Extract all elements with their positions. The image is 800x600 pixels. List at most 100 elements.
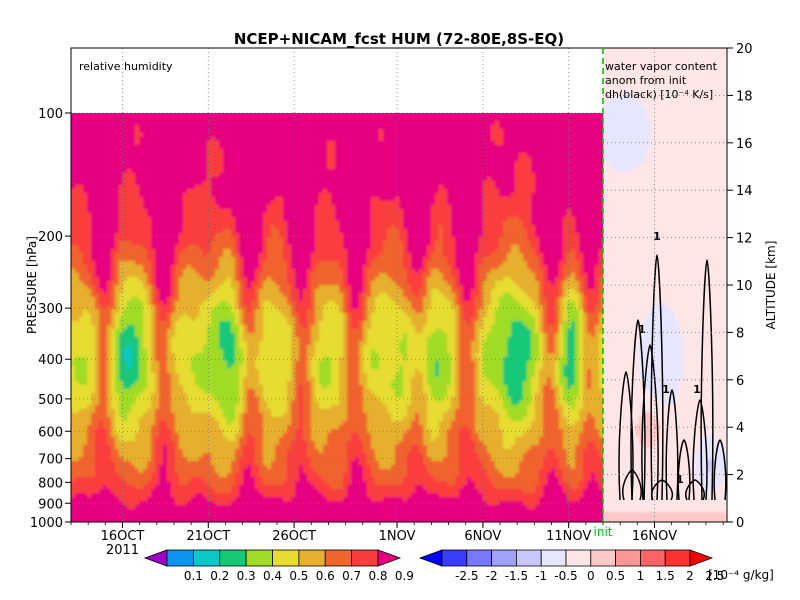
water-vapor-anomaly-field	[603, 48, 727, 522]
time-tick-label-0: 16OCT	[101, 529, 145, 544]
rh-colorbar: 0.1 0.2 0.3 0.4 0.5 0.6 0.7 0.8 0.9	[143, 549, 414, 583]
time-tick-label-4: 6NOV	[464, 529, 501, 544]
anomaly-colorbar-label-3: -1	[535, 569, 547, 583]
anomaly-colorbar-box-2	[491, 549, 517, 567]
anomaly-colorbar-box-4	[540, 549, 567, 567]
dh-contour-1	[630, 319, 646, 501]
pressure-tick-label-0: 100	[38, 107, 63, 122]
anomaly-colorbar-over	[689, 549, 714, 567]
dh-contour-label-2: 1	[662, 383, 670, 396]
anomaly-cells	[603, 48, 727, 522]
chart-title: NCEP+NICAM_fcst HUM (72-80E,8S-EQ)	[234, 30, 564, 48]
time-tick-label-1: 21OCT	[186, 529, 230, 544]
dh-contour-label-0: 1	[653, 230, 661, 243]
dh-contour-label-4: 1	[676, 473, 684, 486]
rh-colorbar-label-1: 0.2	[210, 569, 229, 583]
altitude-tick-label-2: 4	[736, 421, 744, 436]
time-tick-label-5: 11NOV	[546, 529, 591, 544]
rh-colorbar-label-6: 0.7	[342, 569, 361, 583]
pressure-tick-label-9: 1000	[30, 516, 63, 531]
rh-colorbar-box-2	[219, 549, 247, 567]
dh-contour-2	[641, 344, 659, 501]
dh-contour-10	[651, 479, 673, 501]
anomaly-colorbar-label-4: -0.5	[554, 569, 577, 583]
rh-colorbar-label-8: 0.9	[395, 569, 414, 583]
altitude-tick-label-1: 2	[736, 469, 744, 484]
rh-colorbar-box-0	[166, 549, 194, 567]
dh-contour-label-3: 1	[693, 383, 701, 396]
dh-contour-0	[618, 371, 634, 501]
rh-colorbar-over	[377, 549, 402, 567]
altitude-tick-label-7: 14	[736, 184, 753, 199]
anomaly-colorbar-unit: [10⁻⁴ g/kg]	[708, 568, 774, 582]
rh-colorbar-label-7: 0.8	[368, 569, 387, 583]
dh-contour-label-1: 1	[638, 323, 646, 336]
time-tick-label-2: 26OCT	[272, 529, 316, 544]
time-tick-label-6: 16NOV	[632, 529, 677, 544]
rh-colorbar-label-2: 0.3	[237, 569, 256, 583]
right-panel-label-line-0: water vapor content	[605, 60, 718, 73]
altitude-tick-label-8: 16	[736, 137, 753, 152]
rh-colorbar-label-3: 0.4	[263, 569, 282, 583]
anomaly-colorbar-label-2: -1.5	[505, 569, 528, 583]
rh-colorbar-label-4: 0.5	[289, 569, 308, 583]
anomaly-colorbar-box-5	[565, 549, 592, 567]
anomaly-colorbar-label-8: 1.5	[656, 569, 675, 583]
rh-cells	[71, 113, 603, 522]
pressure-tick-label-5: 600	[38, 425, 63, 440]
left-panel-label: relative humidity	[79, 60, 173, 73]
right-panel-label-line-1: anom from init	[605, 74, 687, 87]
anomaly-colorbar-under	[418, 549, 443, 567]
rh-colorbar-label-5: 0.6	[316, 569, 335, 583]
y-axis-right-label: ALTITUDE [km]	[764, 241, 778, 330]
pressure-tick-label-1: 200	[38, 230, 63, 245]
grid-lines	[71, 47, 727, 523]
anomaly-colorbar-label-10: 2.5	[705, 569, 724, 583]
dh-contour-7	[700, 259, 714, 501]
altitude-tick-label-9: 18	[736, 89, 753, 104]
y-axis-label: PRESSURE [hPa]	[25, 236, 39, 334]
dh-contour-4	[665, 389, 679, 501]
dh-contour-5	[677, 439, 691, 501]
init-label: init	[594, 525, 613, 539]
altitude-tick-label-3: 6	[736, 374, 744, 389]
rh-colorbar-box-3	[245, 549, 273, 567]
dh-contour-8	[713, 439, 727, 501]
altitude-tick-label-5: 10	[736, 279, 753, 294]
anomaly-colorbar-box-7	[615, 549, 641, 567]
pressure-tick-label-8: 900	[38, 497, 63, 512]
time-axis: 16OCT 21OCT 26OCT 1NOV 6NOV 11NOV 16NOV 2011 ini…	[70, 522, 724, 558]
relative-humidity-field	[71, 113, 603, 522]
altitude-tick-label-4: 8	[736, 326, 744, 341]
time-tick-label-3: 1NOV	[379, 529, 416, 544]
anomaly-colorbar-label-6: 0.5	[606, 569, 625, 583]
altitude-tick-label-10: 20	[736, 42, 753, 57]
anomaly-colorbar-label-1: -2	[486, 569, 498, 583]
dh-contour-6	[692, 399, 708, 501]
altitude-tick-label-0: 0	[736, 516, 744, 531]
rh-colorbar-under	[143, 549, 168, 567]
rh-colorbar-box-6	[324, 549, 353, 567]
right-panel-label-line-2: dh(black) [10⁻⁴ K/s]	[605, 88, 713, 101]
anomaly-colorbar-box-3	[516, 549, 542, 567]
anomaly-colorbar-box-9	[664, 549, 691, 567]
anomaly-colorbar-box-8	[640, 549, 666, 567]
anomaly-colorbar-box-1	[466, 549, 492, 567]
pressure-tick-label-6: 700	[38, 453, 63, 468]
anomaly-colorbar-box-6	[590, 549, 616, 567]
anomaly-colorbar-label-0: -2.5	[455, 569, 478, 583]
anomaly-colorbar: -2.5 -2 -1.5 -1 -0.5 0 0.5 1 1.5 2 2.5[10⁻⁴ g/kg]	[418, 549, 774, 583]
rh-colorbar-box-1	[192, 549, 221, 567]
anomaly-colorbar-label-7: 1	[637, 569, 645, 583]
pressure-tick-label-4: 500	[38, 393, 63, 408]
dh-contour-11	[685, 479, 705, 501]
rh-colorbar-label-0: 0.1	[184, 569, 203, 583]
altitude-axis: 0 2 4 6 8 10 12 14 16 18 20	[727, 42, 753, 531]
rh-colorbar-box-7	[351, 549, 379, 567]
anomaly-colorbar-label-5: 0	[587, 569, 595, 583]
pressure-axis: 100 200 300 400 500 600 700 800 900 1000	[30, 107, 71, 531]
anomaly-colorbar-label-9: 2	[686, 569, 694, 583]
dh-contour-9	[622, 469, 642, 501]
